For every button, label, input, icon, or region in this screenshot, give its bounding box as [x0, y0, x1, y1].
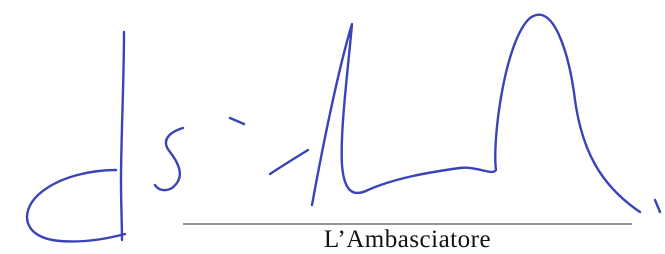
- signature: [0, 0, 665, 247]
- signature-stroke: [270, 150, 308, 174]
- signature-stroke: [27, 170, 125, 241]
- signature-caption: L’Ambasciatore: [183, 226, 632, 254]
- signature-stroke: [155, 128, 183, 190]
- signature-stroke: [655, 200, 660, 212]
- page: L’Ambasciatore (() => { const data = JSO…: [0, 0, 665, 247]
- signature-stroke: [230, 118, 244, 124]
- signature-stroke: [312, 15, 640, 212]
- signature-stroke: [121, 32, 124, 240]
